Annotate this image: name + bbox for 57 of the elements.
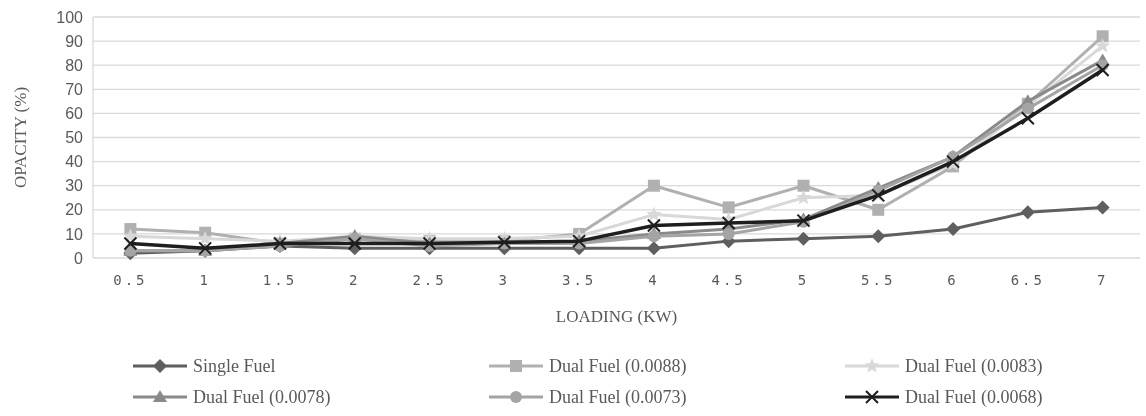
point (1095, 63, 1110, 78)
point (871, 229, 886, 244)
x-tick-label: 3 (498, 272, 511, 288)
y-axis-title: OPACITY (%) (11, 86, 30, 189)
point (1020, 111, 1035, 126)
point (795, 189, 812, 205)
point (646, 206, 662, 222)
y-tick-label: 80 (65, 56, 84, 74)
point (347, 236, 362, 251)
x-tick-label: 3.5 (561, 272, 597, 288)
point (1021, 102, 1034, 115)
y-tick-label: 0 (74, 249, 84, 267)
x-tick-label: 5.5 (861, 272, 896, 288)
legend-label: Dual Fuel (0.0083) (905, 356, 1043, 378)
y-tick-label: 20 (65, 201, 84, 219)
x-tick-label: 2.5 (412, 272, 447, 288)
legend-label: Dual Fuel (0.0068) (905, 387, 1043, 409)
x-tick-label: 7 (1096, 272, 1109, 288)
point (797, 179, 810, 192)
x-tick-label: 1 (199, 272, 211, 288)
point (647, 179, 660, 192)
y-tick-label: 60 (65, 105, 84, 122)
x-tick-label: 0.5 (113, 272, 148, 288)
legend-label: Dual Fuel (0.0073) (549, 387, 687, 409)
legend-label: Dual Fuel (0.0078) (193, 387, 331, 409)
legend-label: Dual Fuel (0.0088) (549, 356, 687, 378)
x-tick-label: 2 (349, 272, 361, 288)
x-tick-label: 1.5 (262, 272, 298, 288)
y-tick-label: 100 (56, 8, 84, 26)
point (646, 241, 661, 256)
x-tick-label: 4 (648, 272, 660, 288)
point (1095, 200, 1110, 215)
point (722, 227, 735, 240)
point (872, 203, 885, 216)
x-axis-title: LOADING (KW) (555, 307, 678, 326)
point (1020, 205, 1035, 220)
legend-label: Single Fuel (193, 356, 276, 377)
x-tick-label: 6.5 (1010, 272, 1045, 288)
point (197, 230, 213, 246)
point (721, 216, 736, 231)
point (722, 201, 735, 214)
point (1096, 30, 1109, 43)
y-tick-label: 90 (65, 32, 84, 50)
point (123, 236, 138, 251)
point (1095, 37, 1111, 53)
point (946, 222, 961, 237)
y-tick-label: 70 (65, 80, 84, 98)
point (796, 231, 811, 246)
x-tick-label: 6 (947, 272, 959, 288)
y-tick-label: 10 (65, 225, 84, 243)
y-tick-label: 30 (65, 177, 84, 195)
x-tick-label: 5 (797, 272, 810, 288)
y-tick-label: 50 (65, 129, 84, 147)
point (647, 230, 660, 243)
x-tick-label: 4.5 (711, 272, 746, 288)
y-tick-label: 40 (65, 153, 84, 171)
point (646, 218, 661, 233)
